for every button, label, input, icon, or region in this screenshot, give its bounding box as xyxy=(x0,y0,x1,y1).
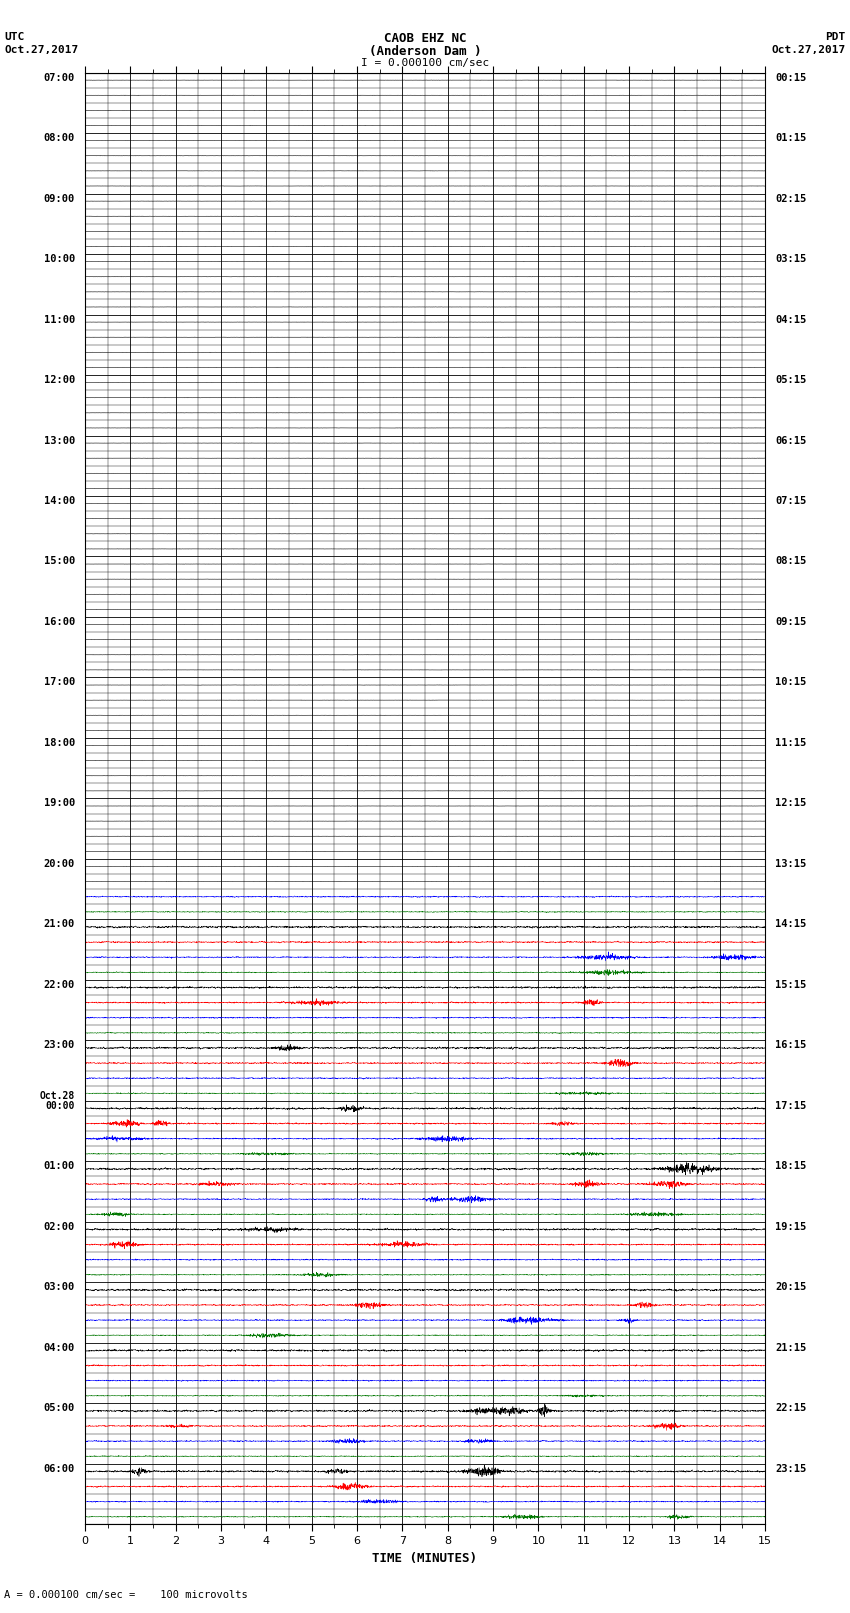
Text: 04:15: 04:15 xyxy=(775,315,807,324)
Text: 09:00: 09:00 xyxy=(43,194,75,203)
X-axis label: TIME (MINUTES): TIME (MINUTES) xyxy=(372,1552,478,1565)
Text: 19:00: 19:00 xyxy=(43,798,75,808)
Text: 02:00: 02:00 xyxy=(43,1223,75,1232)
Text: 01:00: 01:00 xyxy=(43,1161,75,1171)
Text: UTC: UTC xyxy=(4,32,25,42)
Text: 20:00: 20:00 xyxy=(43,860,75,869)
Text: 09:15: 09:15 xyxy=(775,618,807,627)
Text: 19:15: 19:15 xyxy=(775,1223,807,1232)
Text: 12:15: 12:15 xyxy=(775,798,807,808)
Text: 23:15: 23:15 xyxy=(775,1465,807,1474)
Text: 07:00: 07:00 xyxy=(43,73,75,82)
Text: 16:15: 16:15 xyxy=(775,1040,807,1050)
Text: 14:15: 14:15 xyxy=(775,919,807,929)
Text: 11:15: 11:15 xyxy=(775,739,807,748)
Text: 10:15: 10:15 xyxy=(775,677,807,687)
Text: 21:00: 21:00 xyxy=(43,919,75,929)
Text: Oct.28: Oct.28 xyxy=(40,1090,75,1102)
Text: 15:15: 15:15 xyxy=(775,981,807,990)
Text: Oct.27,2017: Oct.27,2017 xyxy=(772,45,846,55)
Text: 17:00: 17:00 xyxy=(43,677,75,687)
Text: 11:00: 11:00 xyxy=(43,315,75,324)
Text: 13:15: 13:15 xyxy=(775,860,807,869)
Text: 06:00: 06:00 xyxy=(43,1465,75,1474)
Text: 17:15: 17:15 xyxy=(775,1102,807,1111)
Text: 23:00: 23:00 xyxy=(43,1040,75,1050)
Text: 10:00: 10:00 xyxy=(43,255,75,265)
Text: (Anderson Dam ): (Anderson Dam ) xyxy=(369,45,481,58)
Text: 00:15: 00:15 xyxy=(775,73,807,82)
Text: 06:15: 06:15 xyxy=(775,436,807,445)
Text: 00:00: 00:00 xyxy=(45,1102,75,1111)
Text: 04:00: 04:00 xyxy=(43,1342,75,1353)
Text: 03:15: 03:15 xyxy=(775,255,807,265)
Text: CAOB EHZ NC: CAOB EHZ NC xyxy=(383,32,467,45)
Text: 13:00: 13:00 xyxy=(43,436,75,445)
Text: 05:00: 05:00 xyxy=(43,1403,75,1413)
Text: 08:00: 08:00 xyxy=(43,134,75,144)
Text: 01:15: 01:15 xyxy=(775,134,807,144)
Text: PDT: PDT xyxy=(825,32,846,42)
Text: 16:00: 16:00 xyxy=(43,618,75,627)
Text: 05:15: 05:15 xyxy=(775,376,807,386)
Text: 18:00: 18:00 xyxy=(43,739,75,748)
Text: Oct.27,2017: Oct.27,2017 xyxy=(4,45,78,55)
Text: 02:15: 02:15 xyxy=(775,194,807,203)
Text: 22:00: 22:00 xyxy=(43,981,75,990)
Text: 21:15: 21:15 xyxy=(775,1342,807,1353)
Text: 07:15: 07:15 xyxy=(775,497,807,506)
Text: 20:15: 20:15 xyxy=(775,1282,807,1292)
Text: A = 0.000100 cm/sec =    100 microvolts: A = 0.000100 cm/sec = 100 microvolts xyxy=(4,1590,248,1600)
Text: I = 0.000100 cm/sec: I = 0.000100 cm/sec xyxy=(361,58,489,68)
Text: 22:15: 22:15 xyxy=(775,1403,807,1413)
Text: 12:00: 12:00 xyxy=(43,376,75,386)
Text: 14:00: 14:00 xyxy=(43,497,75,506)
Text: 03:00: 03:00 xyxy=(43,1282,75,1292)
Text: 08:15: 08:15 xyxy=(775,556,807,566)
Text: 15:00: 15:00 xyxy=(43,556,75,566)
Text: 18:15: 18:15 xyxy=(775,1161,807,1171)
